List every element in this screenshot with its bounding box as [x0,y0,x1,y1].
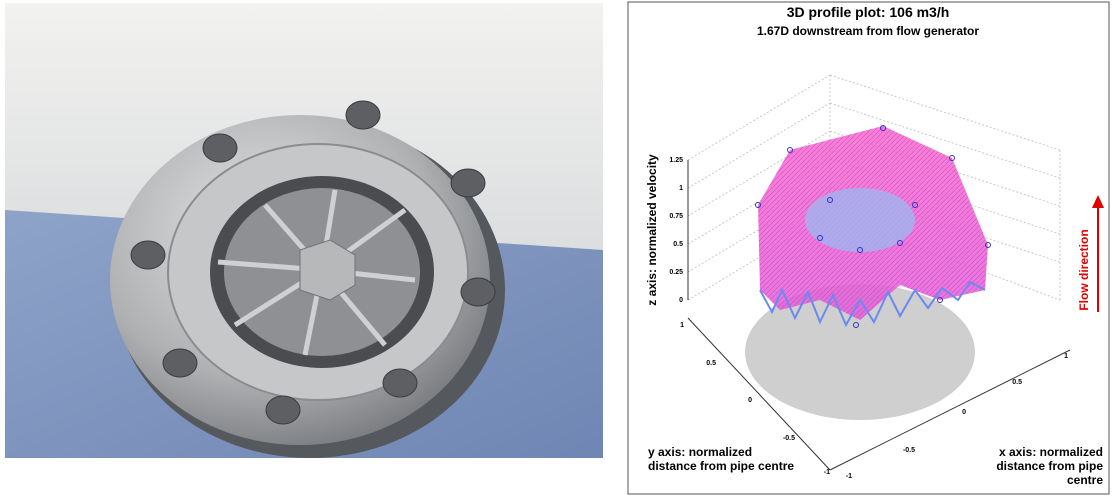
circle-shape [949,155,955,161]
circle-shape [787,147,793,153]
x-axis-label: x axis: normalized distance from pipe ce… [996,445,1103,487]
ellipse-shape [130,240,166,270]
line-shape [829,349,1071,471]
circle-shape [985,242,991,248]
y-tick-label: 1 [680,322,684,329]
circle-shape [880,125,886,131]
y-tick-label: 0 [748,397,752,404]
z-tick-label: 1 [679,185,683,192]
line-shape [829,74,1061,151]
circle-shape [817,235,823,241]
line-shape [687,74,831,161]
line-shape [687,102,831,189]
x-tick-label: 0 [962,409,966,416]
ellipse-shape [460,277,496,307]
flow-arrow [1092,195,1104,312]
photo [5,3,603,458]
axes [687,160,1071,471]
ellipse-shape [805,188,915,252]
x-tick-label: -0.5 [903,447,915,454]
line-shape [687,317,831,471]
z-axis-label: z axis: normalized velocity [645,154,659,306]
y-axis-label: y axis: normalized distance from pipe ce… [648,445,795,473]
y-tick-label: -0.5 [783,435,795,442]
circle-shape [853,322,859,328]
circle-shape [937,297,943,303]
ellipse-shape [345,100,381,130]
line-shape [687,130,831,217]
circle-shape [912,202,918,208]
polyline-shape [759,280,986,328]
z-tick-label: 0 [679,297,683,304]
line-shape [829,102,1061,179]
polygon-shape [1092,195,1104,208]
surface [755,125,991,328]
z-tick-label: 0.5 [673,241,683,248]
y-tick-label: 0.5 [706,360,716,367]
circle-shape [897,240,903,246]
g-shape [130,100,496,425]
flow-label: Flow direction [1077,229,1091,310]
y-tick-label: -1 [824,469,830,476]
circle-shape [827,197,833,203]
ellipse-shape [265,395,301,425]
z-tick-label: 0.75 [669,213,683,220]
ellipse-shape [202,133,238,163]
plot-title: 3D profile plot: 106 m3/h [787,4,950,20]
pipe-base [745,284,975,420]
ellipse-shape [382,368,418,398]
g-shape: 1.25 1 0.75 0.5 0.25 0 1 0.5 0 -0.5 -1 -… [669,157,1068,480]
circle-shape [857,247,863,253]
x-tick-label: 1 [1064,353,1068,360]
circle-shape [755,202,761,208]
plot-subtitle: 1.67D downstream from flow generator [757,24,979,38]
ellipse-shape [162,348,198,378]
polygon-shape [299,239,356,301]
g-shape [755,125,991,328]
x-tick-label: -1 [846,473,852,480]
x-tick-label: 0.5 [1012,379,1022,386]
z-tick-label: 0.25 [669,269,683,276]
z-tick-label: 1.25 [669,157,683,164]
ellipse-shape [450,168,486,198]
